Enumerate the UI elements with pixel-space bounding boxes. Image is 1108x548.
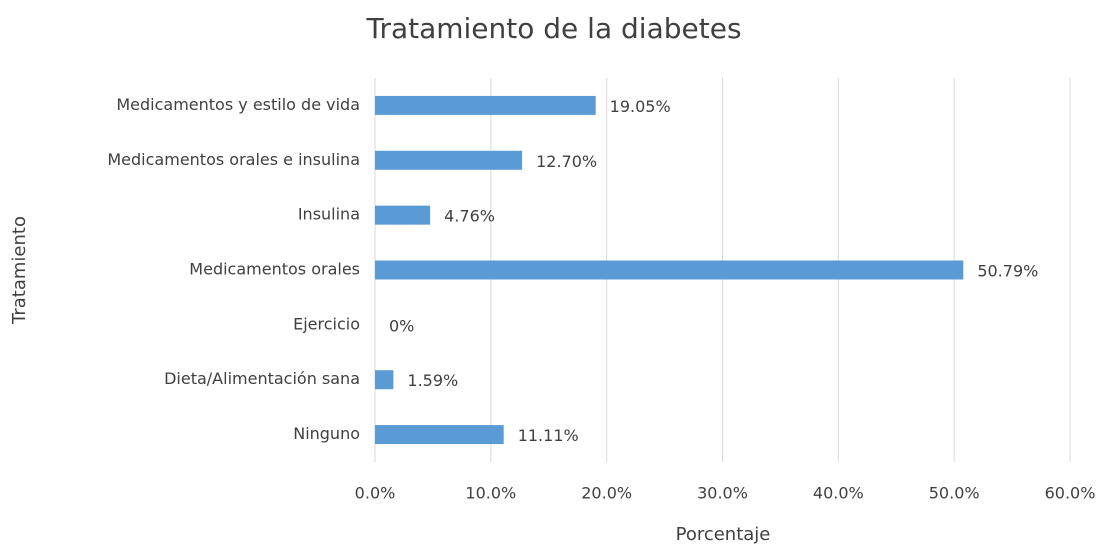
y-tick-label: Dieta/Alimentación sana xyxy=(164,369,360,388)
x-tick-label: 60.0% xyxy=(1045,484,1096,503)
y-tick-label: Medicamentos orales xyxy=(189,260,360,279)
value-label: 11.11% xyxy=(518,426,579,445)
x-tick-label: 50.0% xyxy=(929,484,980,503)
y-tick-label: Medicamentos y estilo de vida xyxy=(116,95,360,114)
value-label: 50.79% xyxy=(977,262,1038,281)
y-tick-label: Insulina xyxy=(298,205,360,224)
bar xyxy=(375,425,504,445)
y-tick-label: Ejercicio xyxy=(293,314,360,333)
x-tick-label: 10.0% xyxy=(465,484,516,503)
x-tick-label: 0.0% xyxy=(355,484,396,503)
y-axis-label: Tratamiento xyxy=(9,216,30,325)
value-label: 19.05% xyxy=(610,97,671,116)
value-label: 12.70% xyxy=(536,152,597,171)
x-tick-label: 40.0% xyxy=(813,484,864,503)
value-label: 0% xyxy=(389,316,414,335)
chart-title: Tratamiento de la diabetes xyxy=(365,12,741,45)
value-label: 1.59% xyxy=(407,371,458,390)
bar xyxy=(375,95,596,115)
bar xyxy=(375,370,394,390)
x-tick-label: 20.0% xyxy=(581,484,632,503)
bar xyxy=(375,260,964,280)
y-tick-label: Ninguno xyxy=(293,424,360,443)
value-label: 4.76% xyxy=(444,207,495,226)
bar xyxy=(375,205,431,225)
x-tick-label: 30.0% xyxy=(697,484,748,503)
x-axis-label: Porcentaje xyxy=(676,524,771,545)
y-tick-label: Medicamentos orales e insulina xyxy=(107,150,360,169)
bar xyxy=(375,150,523,170)
